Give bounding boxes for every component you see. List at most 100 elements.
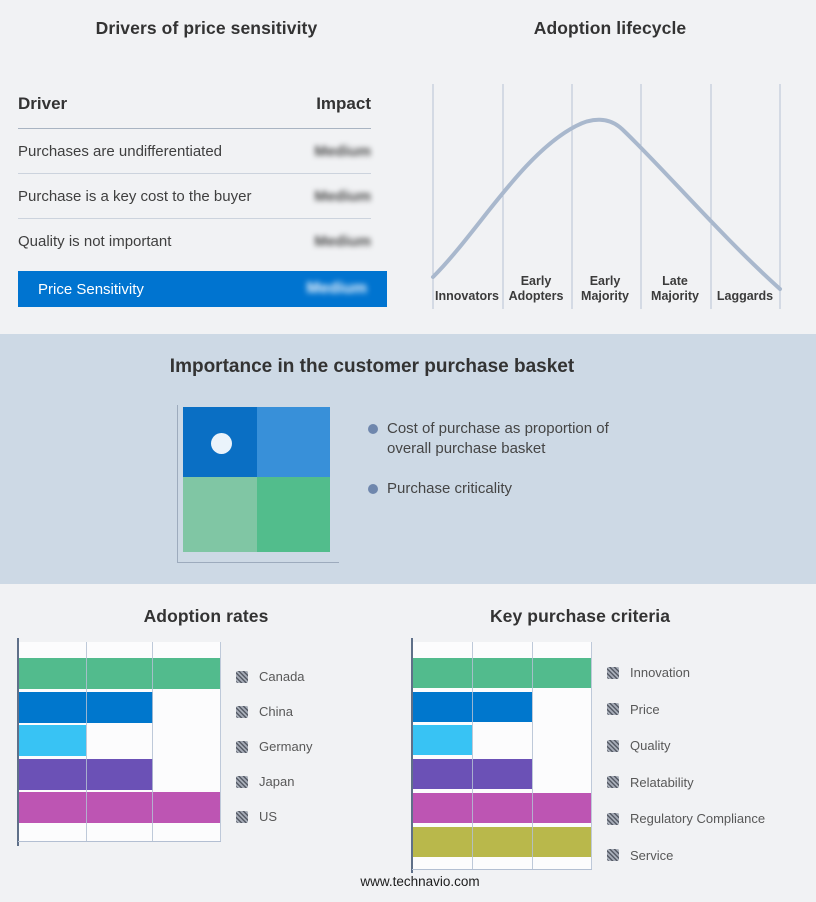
legend-label: US xyxy=(259,809,278,824)
drivers-table-body: Purchases are undifferentiated Medium Purc… xyxy=(18,129,371,263)
key-purchase-criteria-baseline xyxy=(412,869,592,870)
legend-label: Price xyxy=(630,701,660,717)
gridline xyxy=(471,642,473,869)
hatched-swatch-icon xyxy=(607,739,619,752)
bar-germany xyxy=(19,725,86,756)
driver-row: Quality is not important Medium xyxy=(18,219,371,263)
legend-item: Innovation xyxy=(607,665,765,680)
impact-value-blurred: Medium xyxy=(314,142,371,160)
legend-item: Price xyxy=(607,702,765,717)
bullet-text: Cost of purchase as proportion of overal… xyxy=(387,420,609,457)
stage-label: Early Majority xyxy=(581,274,629,303)
legend-label: Innovation xyxy=(630,665,690,680)
bar-price xyxy=(413,691,532,722)
key-purchase-criteria-y-axis xyxy=(410,638,413,873)
hatched-swatch-icon xyxy=(236,670,248,683)
lifecycle-stage-labels: Innovators Early Adopters Early Majority La… xyxy=(420,250,800,306)
adoption-rates-title: Adoption rates xyxy=(143,606,269,626)
stage-label: Late Majority xyxy=(651,274,699,303)
hatched-swatch-icon xyxy=(607,849,619,861)
quadrant-cell xyxy=(257,477,330,552)
legend-label: Canada xyxy=(259,669,305,684)
bullet-dot-icon xyxy=(368,424,378,434)
drivers-table-header: Driver Impact xyxy=(18,94,371,129)
impact-value-blurred: Medium xyxy=(314,187,371,205)
hatched-swatch-icon xyxy=(236,705,248,718)
legend-label: Service xyxy=(630,847,674,863)
bar-regulatory-compliance xyxy=(413,792,591,823)
adoption-rates-y-axis xyxy=(16,638,19,846)
driver-row: Purchase is a key cost to the buyer Mediu… xyxy=(18,174,371,219)
column-header-impact: Impact xyxy=(316,94,371,113)
purchase-basket-title: Importance in the customer purchase bask… xyxy=(169,356,575,377)
gridline xyxy=(152,642,153,841)
legend-label: Quality xyxy=(630,738,671,753)
gridline xyxy=(531,642,533,869)
drivers-table: Driver Impact Purchases are undifferenti… xyxy=(18,94,371,263)
gridline xyxy=(86,642,87,841)
drivers-panel-title: Drivers of price sensitivity xyxy=(95,18,318,38)
bullet-text: Purchase criticality xyxy=(387,480,513,497)
purchase-basket-band: Importance in the customer purchase bask… xyxy=(0,334,816,584)
hatched-swatch-icon xyxy=(607,812,619,825)
driver-label: Purchase is a key cost to the buyer xyxy=(18,187,252,205)
legend-item: Japan xyxy=(236,774,312,789)
price-sensitivity-label: Price Sensitivity xyxy=(38,280,144,298)
legend-label: Regulatory Compliance xyxy=(630,811,766,826)
impact-value-blurred: Medium xyxy=(314,232,371,250)
hatched-swatch-icon xyxy=(236,740,248,753)
key-purchase-criteria-legend: Innovation Price Quality Relatability Regula… xyxy=(607,665,765,863)
lifecycle-panel-title: Adoption lifecycle xyxy=(533,18,687,38)
adoption-rates-legend: Canada China Germany Japan US xyxy=(236,669,312,824)
price-sensitivity-value-blurred: Medium xyxy=(306,280,367,297)
bar-canada xyxy=(19,658,220,689)
bar-service xyxy=(413,826,591,857)
hatched-swatch-icon xyxy=(236,775,248,788)
legend-item: China xyxy=(236,704,312,719)
legend-item: Germany xyxy=(236,739,312,754)
driver-row: Purchases are undifferentiated Medium xyxy=(18,129,371,174)
adoption-rates-plot xyxy=(18,642,221,841)
price-sensitivity-bar: Price Sensitivity Medium xyxy=(18,271,387,307)
legend-item: Canada xyxy=(236,669,312,684)
hatched-swatch-icon xyxy=(607,703,619,715)
legend-item: Quality xyxy=(607,738,765,753)
column-header-driver: Driver xyxy=(18,94,68,113)
key-purchase-criteria-title: Key purchase criteria xyxy=(489,606,671,626)
stage-label: Early Adopters xyxy=(508,274,564,303)
legend-item: Service xyxy=(607,848,765,863)
driver-label: Quality is not important xyxy=(18,232,172,250)
quadrant-matrix xyxy=(183,407,330,552)
driver-label: Purchases are undifferentiated xyxy=(18,142,223,160)
legend-item: Regulatory Compliance xyxy=(607,811,765,826)
gridline xyxy=(220,642,221,841)
stage-label: Laggards xyxy=(716,289,774,303)
gridline xyxy=(591,642,592,869)
hatched-swatch-icon xyxy=(236,810,248,823)
bullet-dot-icon xyxy=(368,484,378,494)
bar-innovation xyxy=(413,658,591,688)
quadrant-cell xyxy=(183,477,257,552)
bar-relatability xyxy=(413,759,532,790)
legend-label: Relatability xyxy=(630,774,694,790)
adoption-rates-baseline xyxy=(18,841,221,842)
legend-item: Relatability xyxy=(607,775,765,790)
legend-label: Japan xyxy=(259,774,295,789)
quadrant-axes xyxy=(177,405,339,563)
website-url: www.technavio.com xyxy=(360,874,480,889)
hatched-swatch-icon xyxy=(607,666,619,679)
bar-quality xyxy=(413,725,472,756)
quadrant-cell xyxy=(257,407,330,477)
hatched-swatch-icon xyxy=(607,776,619,788)
stage-label: Innovators xyxy=(435,289,499,303)
legend-label: China xyxy=(259,704,293,719)
bar-us xyxy=(19,792,220,823)
legend-item: US xyxy=(236,809,312,824)
bell-curve-line xyxy=(431,117,782,291)
key-purchase-criteria-plot xyxy=(412,642,592,869)
legend-label: Germany xyxy=(259,739,313,754)
quadrant-position-dot xyxy=(211,433,232,454)
lifecycle-gridlines xyxy=(432,84,781,309)
lifecycle-bell-curve-chart xyxy=(431,84,782,309)
